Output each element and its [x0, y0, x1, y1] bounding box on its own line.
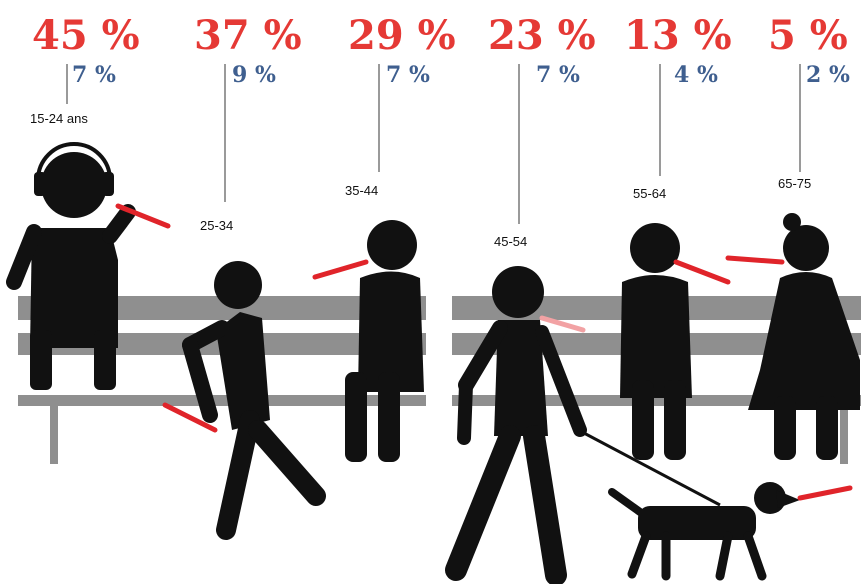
- cigarette-icon-4: [539, 315, 586, 333]
- daily-percent-35-44: 7 %: [386, 62, 430, 88]
- person-walking-icon: [182, 261, 326, 540]
- cigarette-icon-1: [115, 203, 171, 229]
- age-label-35-44: 35-44: [345, 183, 379, 198]
- age-label-55-64: 55-64: [633, 186, 667, 201]
- age-label-15-24: 15-24 ans: [30, 111, 88, 126]
- smoker-percent-45-54: 23 %: [488, 12, 596, 59]
- tick-line-5: [659, 64, 661, 176]
- dog-icon: [608, 482, 800, 581]
- tick-line-1: [66, 64, 68, 104]
- tick-line-2: [224, 64, 226, 202]
- daily-percent-45-54: 7 %: [536, 62, 580, 88]
- daily-percent-55-64: 4 %: [674, 62, 718, 88]
- smoker-percent-65-75: 5 %: [768, 12, 848, 59]
- cigarette-icon-dog: [797, 485, 853, 501]
- daily-percent-65-75: 2 %: [806, 62, 850, 88]
- age-label-25-34: 25-34: [200, 218, 234, 233]
- cigarette-icon-3: [312, 259, 369, 280]
- smoker-percent-15-24: 45 %: [32, 12, 140, 59]
- dog-leash: [581, 430, 721, 507]
- tick-line-3: [378, 64, 380, 172]
- person-seated-icon-2: [620, 223, 692, 460]
- cigarette-icon-5: [673, 259, 731, 285]
- person-with-dog-icon: [445, 266, 587, 584]
- smoker-percent-55-64: 13 %: [624, 12, 732, 59]
- cigarette-icon-6: [725, 255, 785, 265]
- cigarette-icon-2: [162, 402, 218, 433]
- daily-percent-15-24: 7 %: [72, 62, 116, 88]
- person-headphones-icon: [6, 142, 136, 390]
- tick-line-4: [518, 64, 520, 224]
- daily-percent-25-34: 9 %: [232, 62, 276, 88]
- tick-line-6: [799, 64, 801, 172]
- age-label-45-54: 45-54: [494, 234, 528, 249]
- person-seated-icon-1: [345, 220, 424, 462]
- person-woman-icon: [748, 213, 860, 460]
- smoker-percent-35-44: 29 %: [348, 12, 456, 59]
- age-label-65-75: 65-75: [778, 176, 812, 191]
- smoker-percent-25-34: 37 %: [194, 12, 302, 59]
